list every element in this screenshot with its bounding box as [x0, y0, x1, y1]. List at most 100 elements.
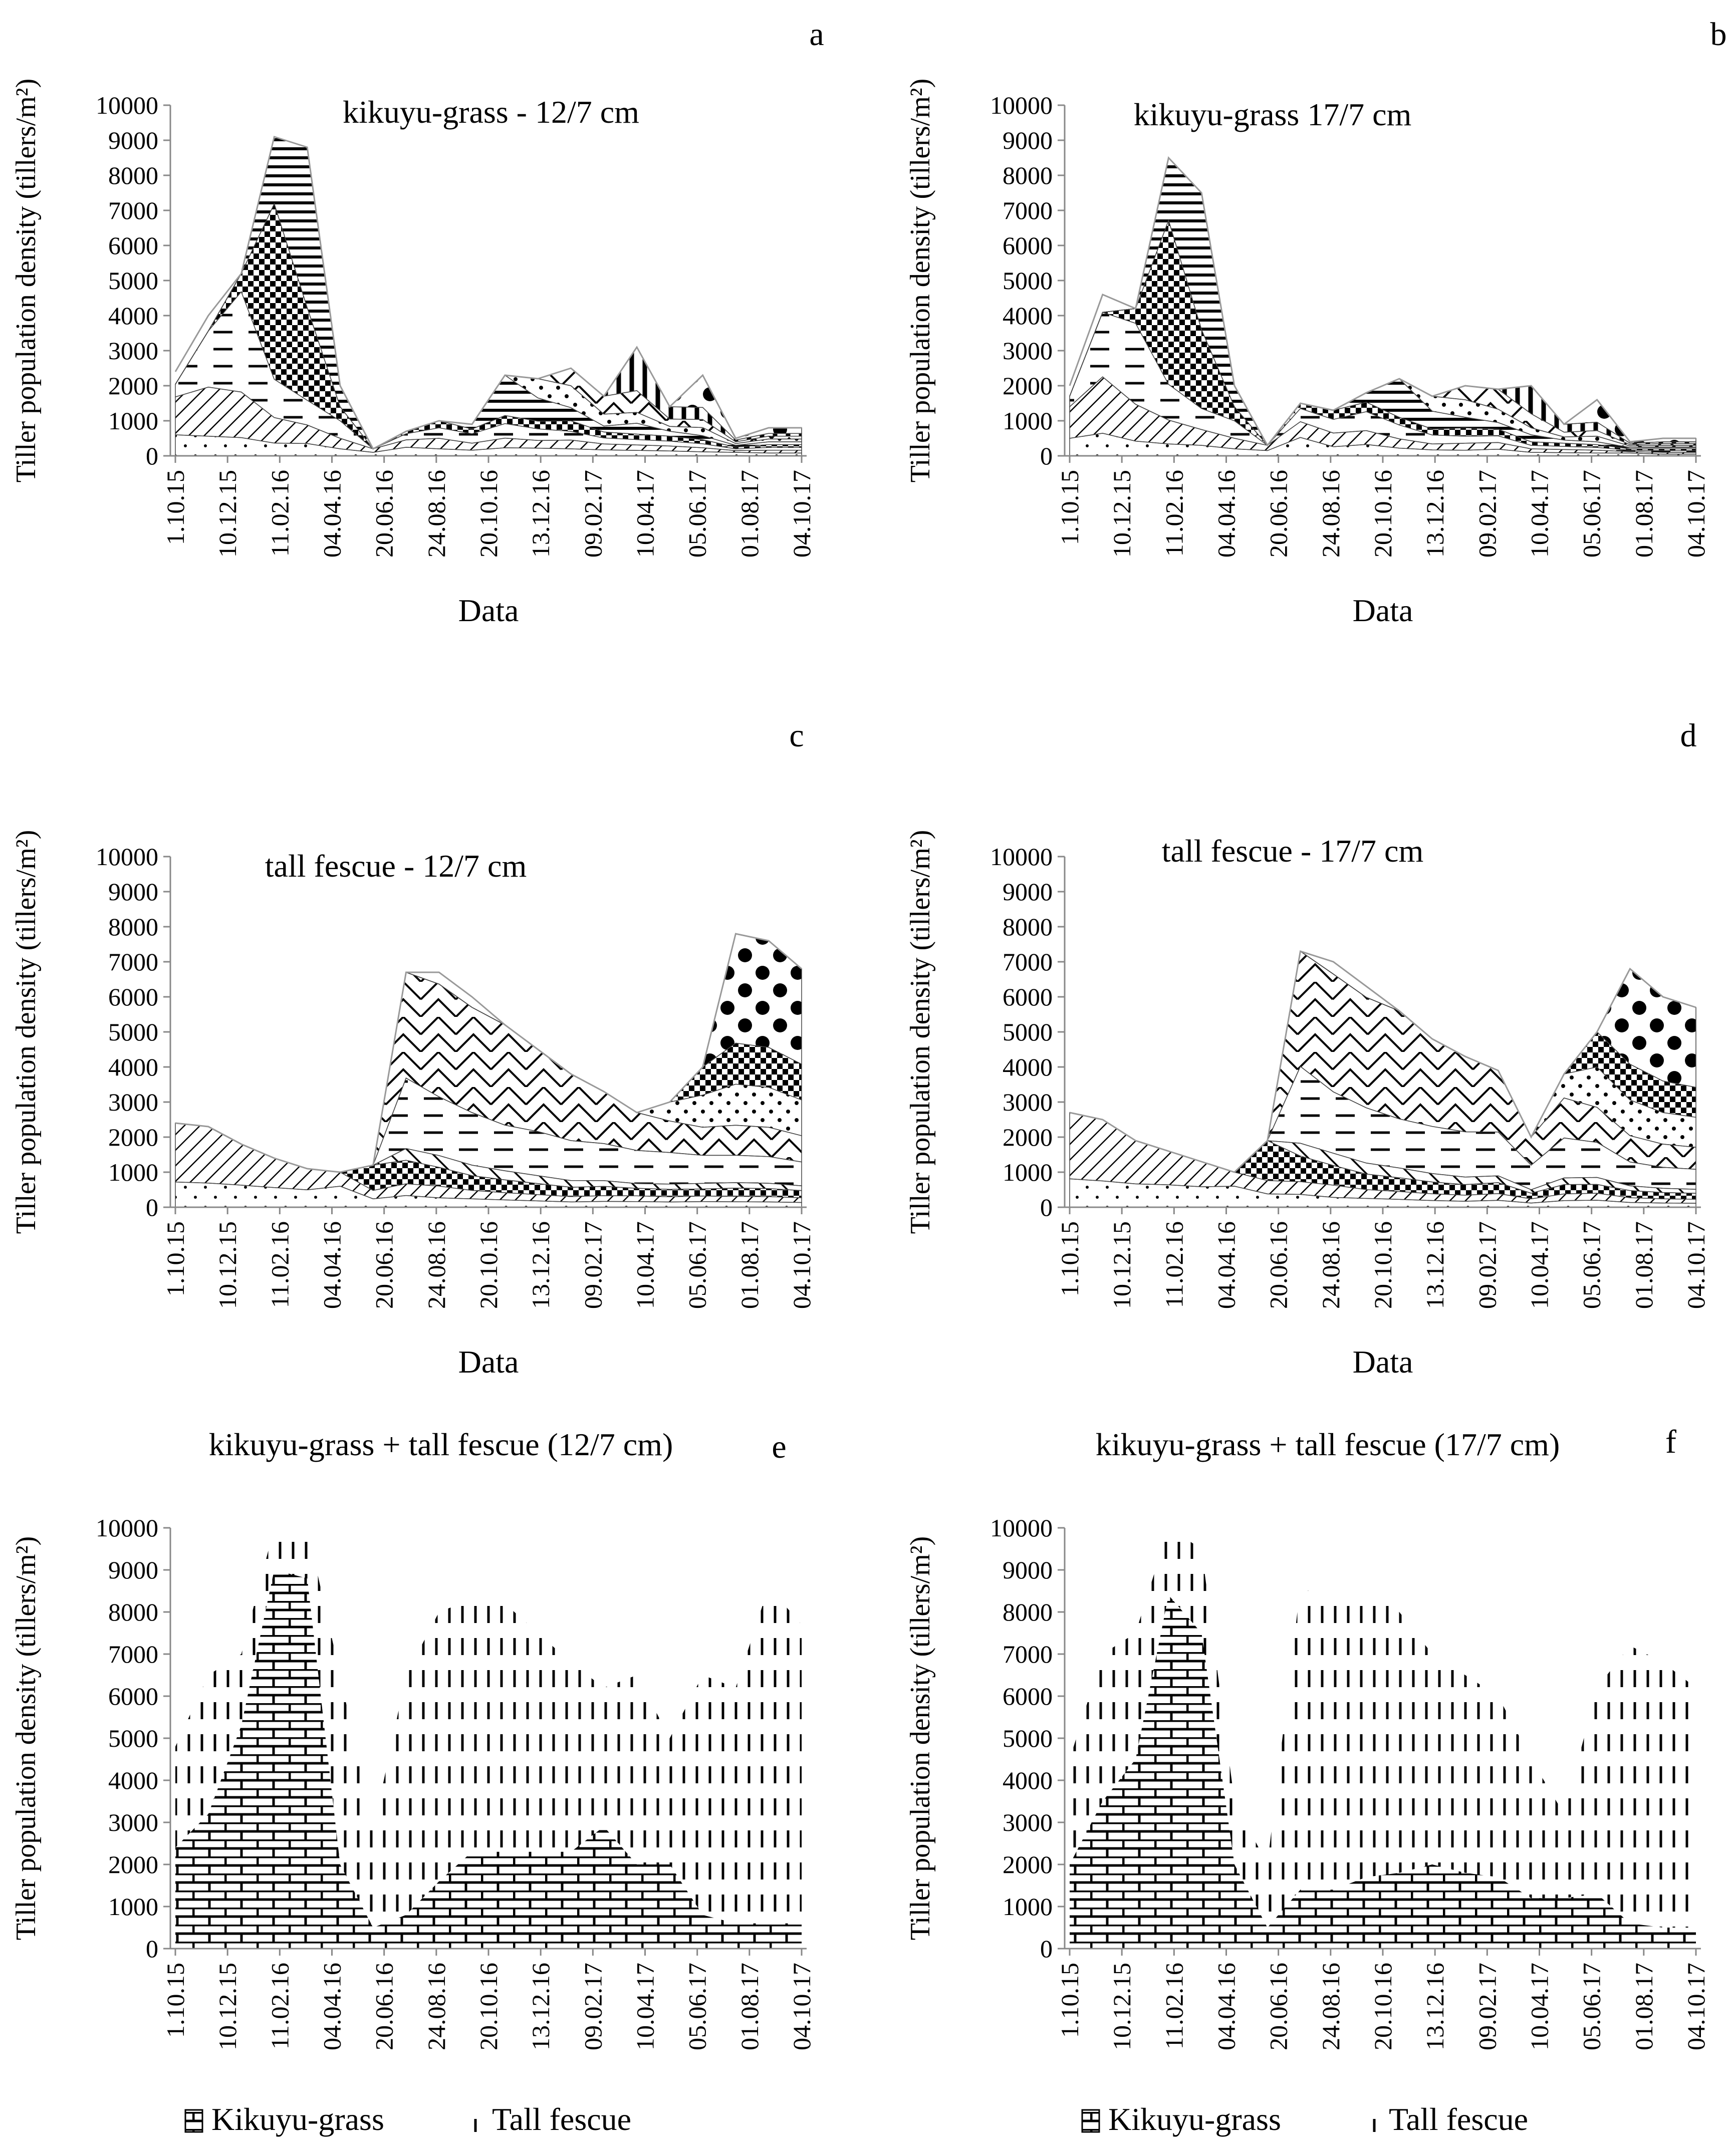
x-tick-label: 01.08.17	[735, 470, 764, 558]
panel-title: kikuyu-grass + tall fescue (17/7 cm)	[1096, 1427, 1560, 1462]
y-tick-label: 2000	[1003, 1123, 1053, 1151]
x-tick-label: 10.04.17	[1526, 1221, 1554, 1309]
x-tick-label: 1.10.15	[161, 1963, 189, 2038]
x-tick-label: 20.06.16	[1265, 1963, 1293, 2050]
y-tick-label: 10000	[96, 91, 158, 119]
x-tick-label: 09.02.17	[579, 470, 607, 558]
y-tick-label: 8000	[1003, 161, 1053, 189]
x-tick-label: 10.04.17	[631, 1963, 659, 2050]
y-tick-label: 3000	[1003, 1088, 1053, 1116]
y-tick-label: 7000	[1003, 1640, 1053, 1668]
y-tick-label: 6000	[1003, 231, 1053, 259]
y-tick-label: 5000	[1003, 266, 1053, 295]
legend: Kikuyu-grass Tall fescue	[184, 2101, 631, 2137]
total-outline	[1069, 156, 1696, 447]
x-tick-label: 05.06.17	[1578, 470, 1606, 558]
y-tick-label: 5000	[1003, 1018, 1053, 1046]
y-tick-label: 9000	[1003, 1556, 1053, 1584]
x-tick-label: 20.10.16	[1369, 1221, 1397, 1309]
legend-label: Tall fescue	[1389, 2101, 1528, 2137]
x-tick-label: 24.08.16	[1317, 1221, 1345, 1309]
x-tick-label: 24.08.16	[422, 1221, 450, 1309]
x-tick-label: 04.10.17	[788, 1221, 816, 1309]
kikuyu-grass-area	[1070, 1595, 1696, 1949]
total-outline	[174, 136, 802, 450]
y-tick-label: 9000	[1003, 126, 1053, 154]
x-tick-label: 20.06.16	[1265, 470, 1293, 558]
y-tick-label: 9000	[108, 126, 158, 154]
y-tick-label: 6000	[108, 983, 158, 1011]
panel-title: tall fescue - 17/7 cm	[1162, 833, 1423, 869]
x-tick-label: 13.12.16	[1421, 470, 1449, 558]
y-tick-label: 2000	[108, 372, 158, 400]
y-tick-label: 4000	[108, 1053, 158, 1081]
y-tick-label: 8000	[108, 1598, 158, 1626]
x-tick-label: 04.04.16	[318, 470, 346, 558]
y-tick-label: 9000	[108, 878, 158, 906]
x-tick-label: 01.08.17	[1630, 1963, 1658, 2050]
x-tick-label: 13.12.16	[1421, 1221, 1449, 1309]
x-tick-label: 11.02.16	[1160, 470, 1188, 557]
x-tick-label: 05.06.17	[1578, 1963, 1606, 2050]
x-tick-label: 20.06.16	[370, 1963, 398, 2050]
x-tick-label: 05.06.17	[683, 470, 711, 558]
total-outline	[175, 933, 802, 1173]
x-tick-label: 20.10.16	[474, 470, 503, 558]
x-tick-label: 20.06.16	[1265, 1221, 1293, 1309]
y-tick-label: 3000	[1003, 1808, 1053, 1836]
x-tick-label: 09.02.17	[1473, 1221, 1501, 1309]
y-tick-label: 2000	[108, 1123, 158, 1151]
y-tick-label: 7000	[108, 196, 158, 224]
x-tick-label: 04.04.16	[318, 1963, 346, 2050]
x-tick-label: 04.04.16	[1212, 1221, 1241, 1309]
x-tick-label: 13.12.16	[1421, 1963, 1449, 2050]
x-tick-label: 04.10.17	[788, 1963, 816, 2050]
panel-letter: a	[809, 16, 824, 53]
y-axis-title: Tiller population density (tillers/m²)	[11, 1536, 42, 1940]
y-tick-label: 8000	[1003, 1598, 1053, 1626]
y-tick-label: 0	[146, 442, 158, 470]
x-tick-label: 10.12.15	[213, 1963, 241, 2050]
y-tick-label: 10000	[96, 1514, 158, 1542]
y-tick-label: 5000	[108, 1018, 158, 1046]
x-tick-label: 1.10.15	[1056, 1221, 1084, 1296]
panel-title: kikuyu-grass 17/7 cm	[1134, 97, 1412, 132]
x-tick-label: 20.10.16	[474, 1221, 503, 1309]
y-tick-label: 3000	[1003, 337, 1053, 365]
y-tick-label: 8000	[108, 161, 158, 189]
y-tick-label: 10000	[990, 1514, 1053, 1542]
y-tick-label: 8000	[108, 913, 158, 941]
x-tick-label: 24.08.16	[422, 1963, 450, 2050]
panel-letter: f	[1665, 1424, 1676, 1460]
y-tick-label: 0	[1040, 442, 1053, 470]
x-tick-label: 01.08.17	[735, 1963, 764, 2050]
x-tick-label: 10.12.15	[1108, 1221, 1136, 1309]
x-tick-label: 10.12.15	[1108, 470, 1136, 558]
x-tick-label: 09.02.17	[579, 1963, 607, 2050]
x-tick-label: 24.08.16	[1317, 1963, 1345, 2050]
y-tick-label: 1000	[108, 1893, 158, 1921]
x-tick-label: 09.02.17	[1473, 1963, 1501, 2050]
x-tick-label: 01.08.17	[735, 1221, 764, 1309]
y-tick-label: 5000	[108, 1724, 158, 1752]
x-tick-label: 04.10.17	[788, 470, 816, 558]
total-outline	[1069, 950, 1696, 1173]
y-tick-label: 0	[1040, 1935, 1053, 1963]
y-axis-title: Tiller population density (tillers/m²)	[11, 79, 42, 482]
legend-fescue-swatch	[466, 2110, 483, 2132]
y-tick-label: 7000	[1003, 948, 1053, 976]
panel-title: kikuyu-grass - 12/7 cm	[343, 94, 639, 130]
y-axis-title: Tiller population density (tillers/m²)	[11, 830, 42, 1234]
legend-kikuyu-swatch	[184, 2109, 203, 2133]
x-tick-label: 09.02.17	[579, 1221, 607, 1309]
chart-panel-f: 0 1000 2000 3000 4000 5000 6000 7000 8000 9000 100…	[905, 1424, 1710, 2050]
y-tick-label: 3000	[108, 1088, 158, 1116]
x-tick-label: 04.04.16	[1212, 1963, 1241, 2050]
x-axis-title: Data	[1353, 593, 1413, 628]
y-tick-label: 1000	[1003, 407, 1053, 435]
x-tick-label: 05.06.17	[683, 1963, 711, 2050]
legend: Kikuyu-grass Tall fescue	[1081, 2101, 1528, 2137]
panel-title: kikuyu-grass + tall fescue (12/7 cm)	[209, 1427, 673, 1462]
y-tick-label: 9000	[108, 1556, 158, 1584]
